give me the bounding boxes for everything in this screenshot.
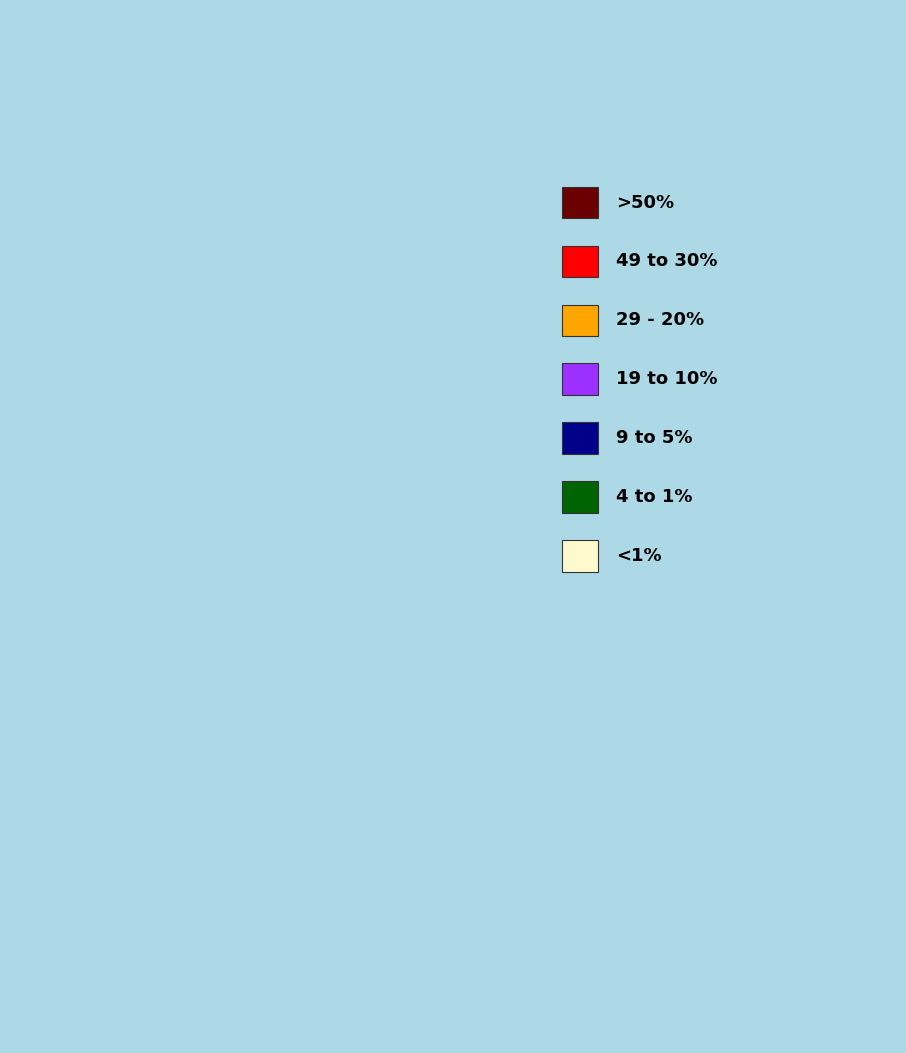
Text: 49 to 30%: 49 to 30% [616, 253, 718, 271]
Text: 19 to 10%: 19 to 10% [616, 371, 718, 389]
Text: 4 to 1%: 4 to 1% [616, 488, 692, 506]
Bar [562, 422, 598, 454]
Text: 9 to 5%: 9 to 5% [616, 430, 692, 448]
Text: >50%: >50% [616, 194, 674, 212]
Bar [562, 245, 598, 277]
Bar [562, 363, 598, 395]
Text: <1%: <1% [616, 547, 661, 565]
Bar [562, 540, 598, 572]
Bar [562, 304, 598, 336]
Bar [562, 481, 598, 513]
Text: 29 - 20%: 29 - 20% [616, 312, 704, 330]
Bar [562, 186, 598, 218]
FancyBboxPatch shape [525, 141, 888, 608]
